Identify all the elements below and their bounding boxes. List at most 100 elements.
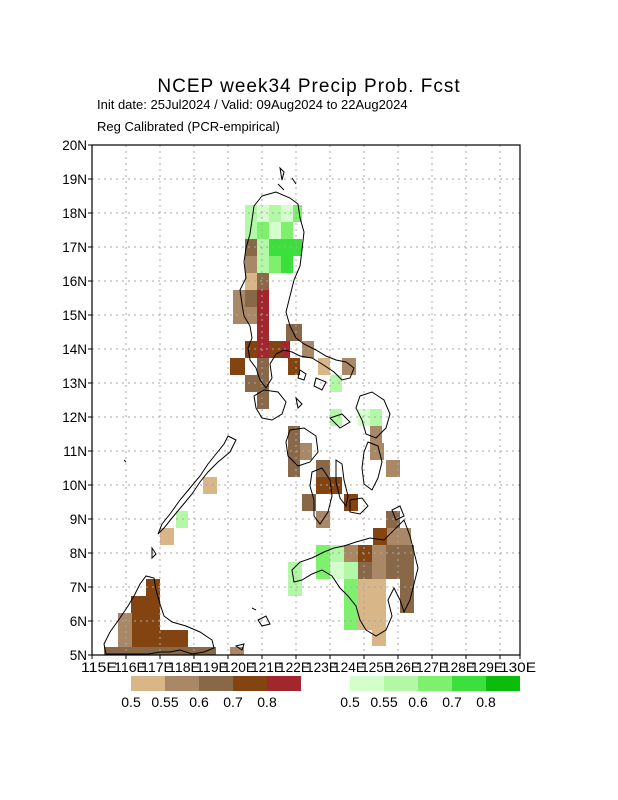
wet-cell: [288, 579, 302, 596]
dry-cell: [372, 630, 386, 646]
lat-label: 13N: [62, 376, 87, 391]
dry-cell: [372, 562, 386, 579]
map-title: NCEP week34 Precip Prob. Fcst: [157, 76, 461, 97]
dry-cell: [245, 273, 257, 290]
dry-cell: [316, 477, 330, 494]
dry-cell: [286, 324, 302, 341]
dry-legend-label: 0.55: [151, 694, 178, 710]
dry-cell: [188, 647, 216, 655]
wet-legend-label: 0.8: [476, 694, 496, 710]
lon-label: 120E: [223, 660, 255, 675]
lon-label: 128E: [443, 660, 475, 675]
wet-cell: [288, 562, 302, 579]
dry-cell: [245, 256, 257, 273]
wet-legend-label: 0.7: [442, 694, 462, 710]
wet-cell: [257, 239, 269, 256]
lat-label: 10N: [62, 478, 87, 493]
dry-cell: [245, 307, 257, 324]
dry-cell: [373, 528, 387, 545]
lon-label: 126E: [388, 660, 420, 675]
lat-label: 15N: [62, 308, 87, 323]
dry-cell: [203, 477, 217, 494]
lat-label: 18N: [62, 206, 87, 221]
dry-legend: 0.5 0.55 0.6 0.7 0.8: [121, 676, 301, 710]
lon-label: 129E: [471, 660, 503, 675]
dry-cell: [132, 630, 160, 647]
map-frame: [91, 144, 521, 656]
wet-legend-swatch: [452, 676, 486, 691]
lat-label: 12N: [62, 410, 87, 425]
dry-cell: [118, 613, 132, 630]
dry-cell: [160, 528, 174, 545]
dry-cell: [118, 647, 188, 655]
dry-cell: [233, 290, 245, 307]
dry-cell: [288, 358, 300, 375]
dry-legend-label: 0.5: [121, 694, 141, 710]
dry-cell: [104, 647, 118, 655]
wet-cell: [330, 545, 344, 562]
dry-cell: [245, 341, 257, 358]
dry-cell: [131, 596, 145, 613]
dry-cell: [145, 596, 160, 613]
dry-cell: [302, 494, 316, 511]
dry-cell: [230, 358, 245, 375]
dry-cell: [245, 290, 257, 307]
dry-cell: [400, 596, 414, 613]
wet-cell: [257, 256, 269, 273]
lat-label: 6N: [70, 614, 87, 629]
latitude-axis: 5N 6N 7N 8N 9N 10N 11N 12N 13N 14N 15N 1…: [62, 138, 92, 663]
dry-cell: [257, 341, 269, 358]
wet-cell: [257, 222, 269, 239]
map-subtitle-dates: Init date: 25Jul2024 / Valid: 09Aug2024 …: [97, 97, 408, 112]
dry-cell: [318, 358, 330, 375]
wet-cell: [344, 562, 358, 579]
wet-cell: [281, 256, 293, 273]
dry-cell: [245, 375, 257, 392]
lon-label: 117E: [141, 660, 173, 675]
lon-label: 119E: [196, 660, 228, 675]
wet-cell: [316, 545, 330, 562]
dry-cell: [288, 443, 300, 460]
dry-legend-swatch: [233, 676, 267, 691]
dry-legend-swatch: [199, 676, 233, 691]
wet-cell: [344, 596, 358, 613]
dry-cell: [233, 307, 245, 324]
probability-cells: [104, 205, 414, 655]
lon-label: 125E: [361, 660, 393, 675]
wet-legend-label: 0.5: [340, 694, 360, 710]
dry-cell: [257, 307, 269, 324]
wet-legend-swatch: [486, 676, 520, 691]
wet-cell: [330, 375, 342, 392]
dry-legend-label: 0.8: [257, 694, 277, 710]
wet-legend-swatch: [384, 676, 418, 691]
dry-cell: [358, 545, 372, 562]
lon-label: 130E: [500, 660, 536, 675]
wet-legend: 0.5 0.55 0.6 0.7 0.8: [340, 676, 520, 710]
wet-cell: [257, 205, 269, 222]
dry-legend-label: 0.6: [189, 694, 209, 710]
lon-label: 118E: [168, 660, 200, 675]
lon-label: 123E: [306, 660, 338, 675]
dry-cell: [245, 239, 257, 256]
lon-label: 124E: [333, 660, 365, 675]
dry-cell: [257, 324, 269, 341]
dry-cell: [358, 596, 386, 613]
graticule: [92, 145, 520, 655]
longitude-axis: 115E 116E 117E 118E 119E 120E 121E 122E …: [81, 655, 536, 675]
dry-cell: [288, 460, 300, 477]
dry-cell: [269, 341, 281, 358]
wet-cell: [269, 205, 281, 222]
wet-legend-label: 0.55: [370, 694, 397, 710]
lat-label: 19N: [62, 172, 87, 187]
dry-cell: [344, 494, 358, 511]
lat-label: 8N: [70, 546, 87, 561]
lat-label: 5N: [70, 648, 87, 663]
lon-label: 115E: [81, 660, 117, 675]
dry-cell: [386, 545, 414, 562]
dry-cell: [257, 273, 269, 290]
dry-cell: [358, 579, 386, 596]
dry-legend-label: 0.7: [223, 694, 243, 710]
dry-cell: [132, 613, 146, 630]
coastlines: [103, 166, 419, 655]
wet-legend-swatch: [418, 676, 452, 691]
